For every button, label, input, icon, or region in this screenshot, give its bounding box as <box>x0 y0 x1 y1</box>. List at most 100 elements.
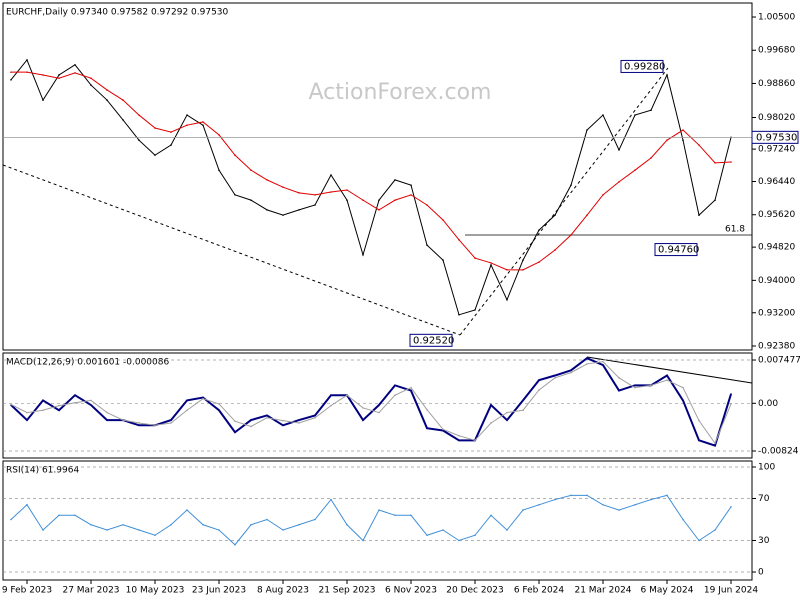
data-point <box>506 411 508 414</box>
data-point <box>58 404 60 407</box>
data-point <box>538 503 540 506</box>
data-point <box>362 199 364 201</box>
data-point <box>490 264 492 266</box>
data-point <box>330 191 332 193</box>
data-point <box>58 74 60 76</box>
data-point <box>362 254 364 256</box>
y-tick-label: 0.007477 <box>758 356 800 366</box>
data-point <box>90 84 92 86</box>
data-point <box>202 396 204 399</box>
data-point <box>730 161 732 163</box>
series-line <box>10 357 732 447</box>
x-tick-label: 27 Mar 2023 <box>62 586 119 596</box>
fib-label: 61.8 <box>725 225 745 235</box>
data-point <box>426 534 428 537</box>
data-point <box>506 419 508 421</box>
watermark: ActionForex.com <box>309 80 492 105</box>
data-point <box>250 523 252 526</box>
data-point <box>90 523 92 526</box>
data-point <box>186 114 188 116</box>
x-tick-label: 21 Mar 2024 <box>574 586 631 596</box>
data-point <box>538 379 540 381</box>
data-point <box>346 394 348 396</box>
data-point <box>442 428 444 431</box>
data-point <box>490 404 492 406</box>
data-point <box>170 523 172 526</box>
data-point <box>42 409 44 412</box>
data-point <box>714 162 716 164</box>
data-point <box>250 425 252 428</box>
data-point <box>426 408 428 411</box>
y-tick-label: 0.94820 <box>758 243 795 253</box>
data-point <box>218 409 220 412</box>
x-tick-label: 8 Aug 2023 <box>257 586 309 596</box>
data-point <box>474 257 476 259</box>
data-point <box>346 189 348 191</box>
y-tick-label: 100 <box>758 462 775 472</box>
data-point <box>298 209 300 211</box>
data-point <box>186 124 188 126</box>
data-point <box>58 409 60 412</box>
data-point <box>730 393 732 395</box>
data-point <box>362 407 364 409</box>
data-point <box>618 389 620 392</box>
data-point <box>490 514 492 517</box>
panel-title: MACD(12,26,9) 0.001601 -0.000086 <box>6 358 169 368</box>
data-point <box>266 414 268 417</box>
data-point <box>106 411 108 414</box>
data-point <box>138 114 140 116</box>
data-point <box>186 399 188 402</box>
data-point <box>634 169 636 171</box>
data-point <box>122 523 124 526</box>
data-point <box>138 529 140 531</box>
data-point <box>618 149 620 151</box>
data-point <box>26 411 28 414</box>
price-label: 0.94760 <box>658 245 699 256</box>
data-point <box>202 121 204 123</box>
data-point <box>26 419 28 421</box>
data-point <box>410 389 412 392</box>
data-point <box>202 523 204 526</box>
data-point <box>106 419 108 421</box>
data-point <box>266 209 268 211</box>
data-point <box>250 169 252 171</box>
price-label: 0.97530 <box>756 132 797 143</box>
y-tick-label: 0.92380 <box>758 341 795 351</box>
data-point <box>682 139 684 141</box>
data-point <box>666 494 668 497</box>
data-point <box>426 427 428 429</box>
data-point <box>42 74 44 76</box>
data-point <box>202 124 204 126</box>
data-point <box>602 194 604 196</box>
data-point <box>538 261 540 263</box>
data-point <box>314 416 316 419</box>
data-point <box>234 543 236 546</box>
y-tick-label: 0.96440 <box>758 177 795 187</box>
data-point <box>666 74 668 76</box>
y-tick-label: 1.00500 <box>758 13 795 23</box>
data-point <box>698 419 700 422</box>
data-point <box>106 89 108 91</box>
data-point <box>26 503 28 506</box>
data-point <box>490 422 492 424</box>
data-point <box>266 416 268 419</box>
data-point <box>698 439 700 442</box>
data-point <box>26 59 28 61</box>
data-point <box>10 403 12 406</box>
data-point <box>122 99 124 101</box>
data-point <box>682 129 684 131</box>
data-point <box>602 360 604 363</box>
data-point <box>522 409 524 412</box>
y-tick-label: 0.00 <box>758 399 778 409</box>
data-point <box>42 529 44 531</box>
data-point <box>314 204 316 206</box>
data-point <box>522 269 524 271</box>
data-point <box>410 194 412 196</box>
data-point <box>90 399 92 402</box>
price-label-box <box>654 243 698 257</box>
data-point <box>314 518 316 521</box>
x-tick-label: 20 Dec 2023 <box>446 586 504 596</box>
data-point <box>218 403 220 405</box>
data-point <box>378 209 380 211</box>
data-point <box>666 374 668 377</box>
